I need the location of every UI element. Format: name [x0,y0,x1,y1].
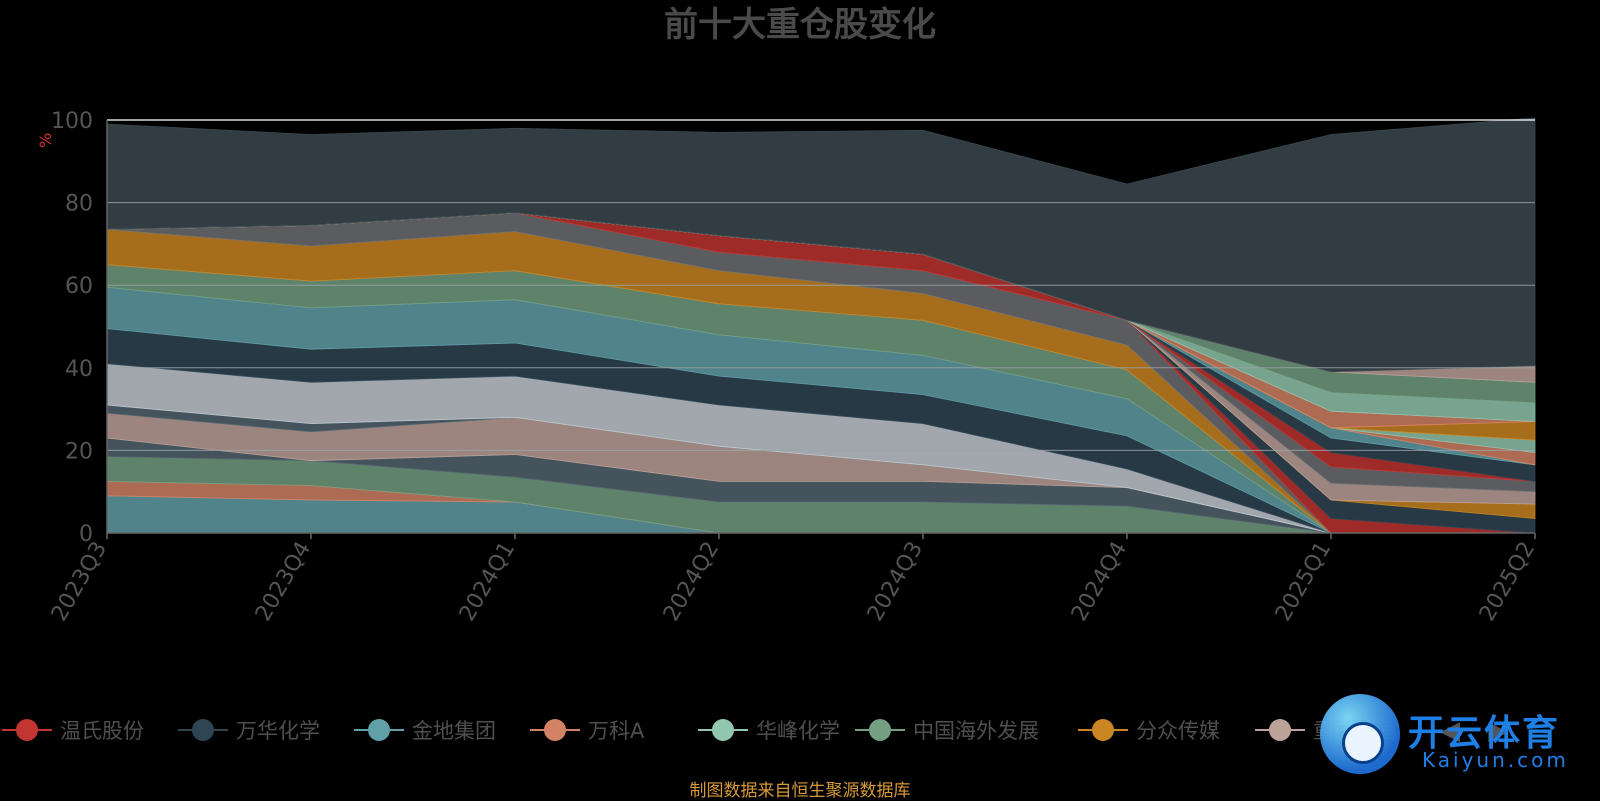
legend-symbol-icon [2,712,52,748]
legend-label: 金地集团 [412,719,496,743]
y-axis-unit: % [36,132,55,148]
legend-item[interactable]: 中国海外发展 [855,712,1039,748]
chart-title: 前十大重仓股变化 [664,5,936,45]
watermark-logo: 开云体育 Kaiyun.com [1300,686,1590,786]
legend-symbol-icon [530,712,580,748]
x-tick-label: 2023Q3 [47,538,112,626]
legend-item[interactable]: 分众传媒 [1078,712,1220,748]
legend-label: 温氏股份 [60,719,144,743]
y-tick-label: 80 [65,192,93,217]
legend-item[interactable]: 万科A [530,712,644,748]
y-tick-label: 60 [65,274,93,299]
y-tick-label: 100 [51,109,93,134]
legend-symbol-icon [354,712,404,748]
legend-item[interactable]: 华峰化学 [698,712,840,748]
legend-item[interactable]: 温氏股份 [2,712,144,748]
legend-symbol-icon [698,712,748,748]
legend-symbol-icon [1078,712,1128,748]
legend-next-button[interactable]: ▶ [1488,716,1509,746]
legend-label: 万科A [588,719,645,743]
chart-areas [106,117,1536,534]
legend-label: 分众传媒 [1136,719,1220,743]
soccer-ball-icon [1342,722,1384,764]
x-tick-label: 2025Q2 [1475,538,1540,626]
watermark-subtext: Kaiyun.com [1422,748,1569,772]
legend-symbol-icon [178,712,228,748]
y-tick-label: 40 [65,357,93,382]
legend-label: 万华化学 [236,719,320,743]
x-tick-label: 2023Q4 [251,538,316,626]
legend-item[interactable]: 万华化学 [178,712,320,748]
legend-prev-button[interactable]: ◀ [1440,716,1460,746]
y-tick-label: 20 [65,439,93,464]
legend-pager: ◀ ▶ [1440,716,1528,746]
x-tick-label: 2025Q1 [1271,538,1336,626]
legend-item[interactable]: 金地集团 [354,712,496,748]
x-tick-label: 2024Q1 [455,538,520,626]
legend-label: 中国海外发展 [913,719,1039,743]
y-tick-label: 0 [79,522,93,547]
x-tick-label: 2024Q4 [1067,538,1132,626]
watermark-text: 开云体育 [1408,713,1561,754]
x-tick-label: 2024Q3 [863,538,928,626]
legend-symbol-icon [1255,712,1305,748]
source-note: 制图数据来自恒生聚源数据库 [689,781,911,801]
area-series-27 [106,117,1536,373]
x-tick-label: 2024Q2 [659,538,724,626]
legend-symbol-icon [855,712,905,748]
legend-label: 华峰化学 [756,719,840,743]
